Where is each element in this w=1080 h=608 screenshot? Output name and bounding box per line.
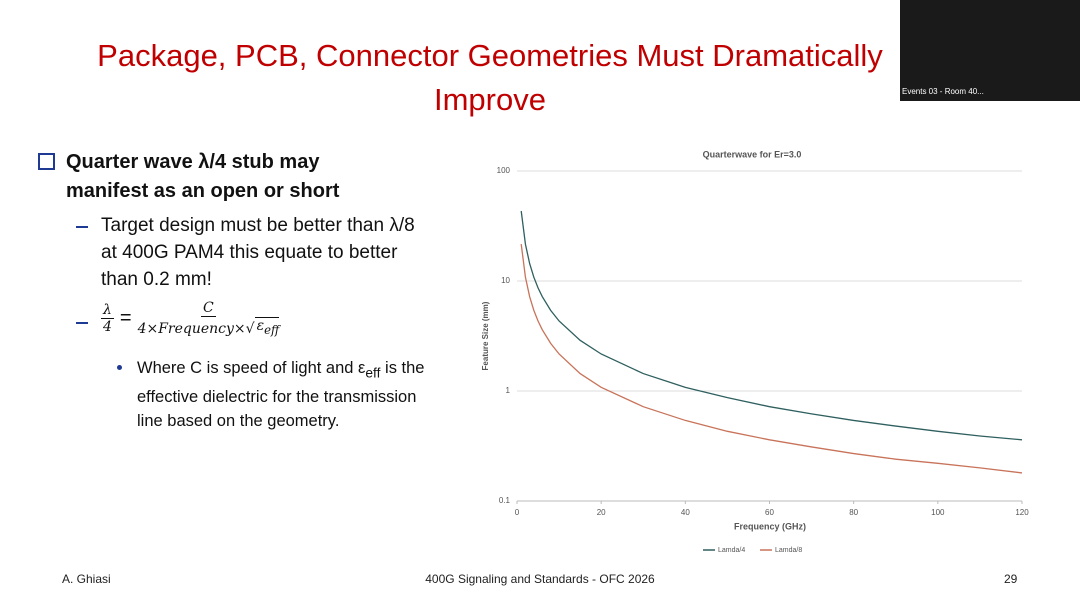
denominator: 4×Frequency× √ εeff <box>138 317 280 337</box>
legend-label: Lamda/8 <box>775 547 802 554</box>
video-overlay <box>900 0 1080 101</box>
note-text: Where C is speed of light and ε <box>137 359 366 377</box>
radicand: εeff <box>254 317 280 337</box>
subscript: eff <box>264 322 280 337</box>
footer-event: 400G Signaling and Standards - OFC 2026 <box>425 572 655 586</box>
page-number: 29 <box>1004 572 1018 586</box>
numerator: λ <box>101 301 114 319</box>
x-tick-label: 100 <box>931 508 945 517</box>
bullet-note: Where C is speed of light and εeff is th… <box>137 356 437 433</box>
denominator: 4 <box>102 318 112 335</box>
note-subscript: eff <box>365 365 381 381</box>
chart-title: Quarterwave for Er=3.0 <box>703 149 802 159</box>
dash-bullet <box>76 322 88 324</box>
root-sign: √ <box>245 320 255 337</box>
video-caption: Events 03 - Room 40... <box>902 87 984 96</box>
x-tick-label: 60 <box>765 508 774 517</box>
epsilon: ε <box>256 318 265 334</box>
x-tick-label: 120 <box>1015 508 1029 517</box>
x-tick-label: 80 <box>849 508 858 517</box>
x-tick-label: 0 <box>515 508 520 517</box>
x-tick-label: 20 <box>597 508 606 517</box>
x-axis-label: Frequency (GHz) <box>734 521 806 531</box>
legend-label: Lamda/4 <box>718 547 745 554</box>
y-tick-label: 10 <box>501 276 510 285</box>
denominator-text: 4×Frequency× <box>137 320 246 337</box>
bullet-main: Quarter wave λ/4 stub may manifest as an… <box>66 151 340 202</box>
equals: = <box>119 306 132 329</box>
numerator: C <box>201 300 216 317</box>
slide-title: Package, PCB, Connector Geometries Must … <box>97 38 883 117</box>
y-tick-label: 100 <box>497 166 511 175</box>
dot-bullet <box>117 365 122 370</box>
y-tick-label: 0.1 <box>499 496 511 505</box>
series-line <box>520 244 1023 474</box>
x-tick-label: 40 <box>681 508 690 517</box>
bullet-sub: Target design must be better than λ/8 at… <box>101 215 415 290</box>
footer-author: A. Ghiasi <box>62 572 111 586</box>
fraction: C 4×Frequency× √ εeff <box>138 300 280 337</box>
dash-bullet <box>76 226 88 228</box>
y-axis-label: Feature Size (mm) <box>481 301 490 370</box>
note-text: is the effective dielectric for the tran… <box>137 359 425 431</box>
series-line <box>520 210 1023 441</box>
y-tick-label: 1 <box>506 386 511 395</box>
checkbox-bullet <box>38 153 55 170</box>
